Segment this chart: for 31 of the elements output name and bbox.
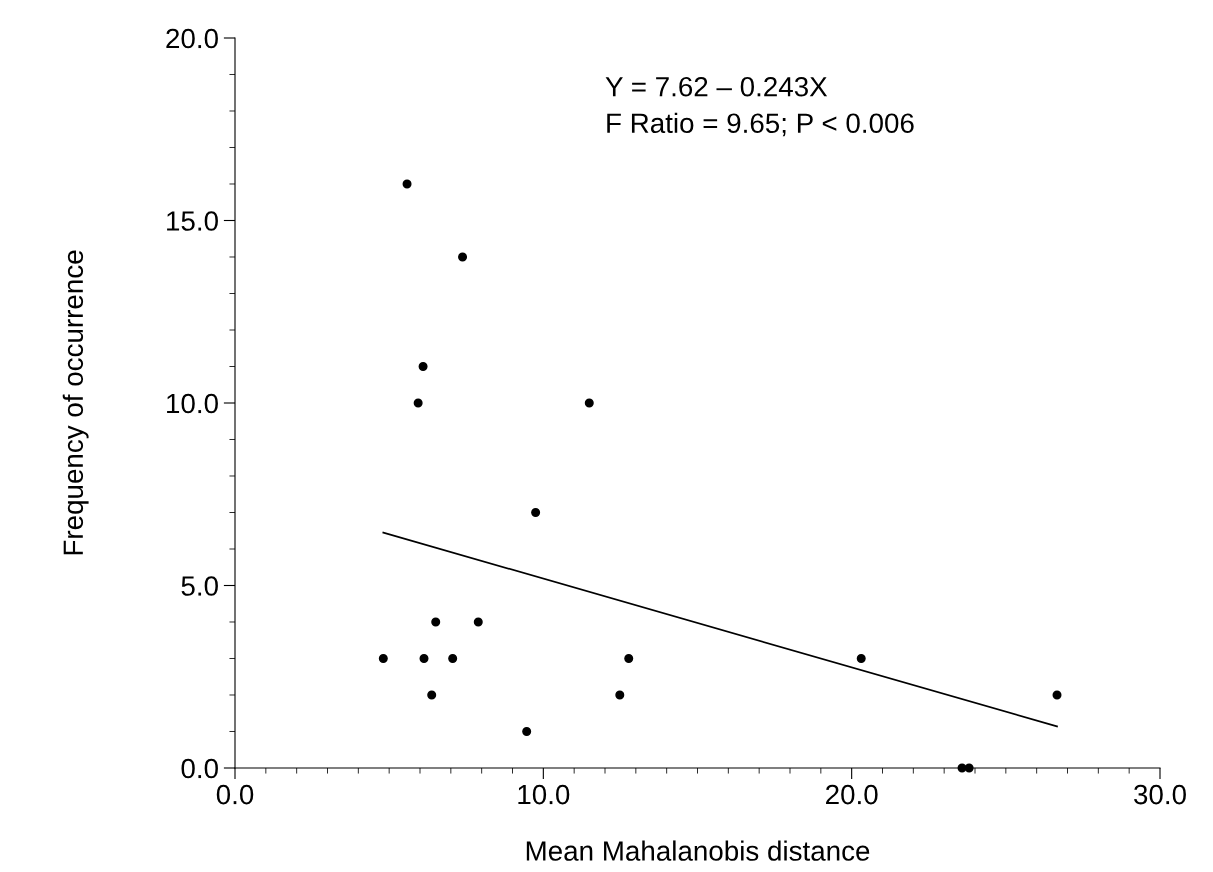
x-axis-title: Mean Mahalanobis distance: [526, 840, 870, 861]
point: [964, 763, 974, 773]
x-tick-label: 0.0: [216, 784, 254, 805]
annotation: Y = 7.62 – 0.243X: [605, 76, 828, 97]
y-tick-label: 20.0: [166, 28, 218, 49]
point: [584, 398, 594, 408]
x-tick-label: 20.0: [826, 784, 878, 805]
x-tick-label: 10.0: [518, 784, 570, 805]
point: [402, 179, 412, 189]
point: [378, 654, 388, 663]
point: [427, 690, 437, 700]
point: [522, 727, 532, 736]
point: [473, 617, 483, 627]
annotation: F Ratio = 9.65; P < 0.006: [607, 112, 914, 137]
y-tick-label: 5.0: [181, 576, 218, 596]
y-tick-label: 10.0: [167, 393, 218, 414]
point: [448, 654, 458, 663]
point: [856, 654, 866, 663]
y-tick-label: 15.0: [167, 211, 218, 231]
point: [615, 690, 625, 700]
point: [624, 654, 634, 663]
point: [413, 398, 423, 408]
point: [431, 617, 441, 627]
point: [1052, 690, 1062, 700]
point: [418, 362, 428, 371]
y-axis-title: Frequency of occurrence: [62, 250, 89, 555]
point: [419, 654, 429, 663]
point: [458, 252, 468, 262]
y-tick-label: 0.0: [181, 758, 218, 779]
point: [531, 508, 541, 517]
x-tick-label: 30.0: [1134, 784, 1186, 805]
